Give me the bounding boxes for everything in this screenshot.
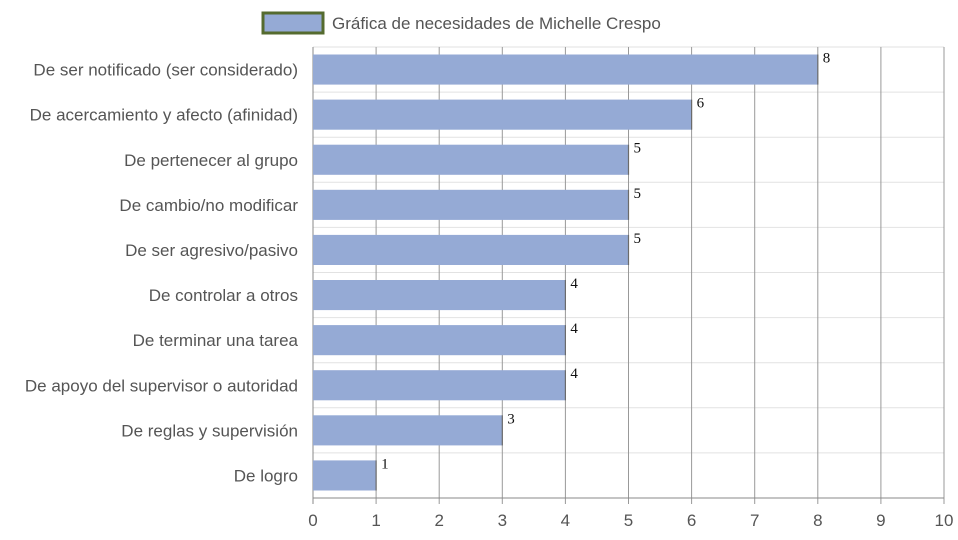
bar — [313, 325, 566, 356]
bar — [313, 280, 566, 311]
bar-value-label: 5 — [634, 186, 642, 202]
bar — [313, 189, 629, 220]
category-label: De terminar una tarea — [133, 331, 299, 350]
legend-swatch — [261, 11, 325, 35]
chart-legend: Gráfica de necesidades de Michelle Cresp… — [261, 11, 661, 35]
x-tick-label: 5 — [624, 511, 633, 530]
bar — [313, 370, 566, 401]
bar-value-label: 4 — [570, 276, 578, 292]
bar — [313, 54, 818, 85]
bar-value-label: 5 — [634, 231, 642, 247]
x-tick-label: 2 — [434, 511, 443, 530]
bar — [313, 460, 377, 491]
legend-label: Gráfica de necesidades de Michelle Cresp… — [332, 14, 661, 33]
category-label: De logro — [234, 466, 298, 485]
category-label: De apoyo del supervisor o autoridad — [25, 376, 298, 395]
bar — [313, 144, 629, 175]
x-tick-label: 3 — [498, 511, 507, 530]
category-label: De controlar a otros — [149, 286, 298, 305]
category-label: De ser notificado (ser considerado) — [33, 61, 298, 80]
x-tick-label: 8 — [813, 511, 822, 530]
x-tick-label: 10 — [935, 511, 954, 530]
x-tick-label: 6 — [687, 511, 696, 530]
bar — [313, 234, 629, 265]
x-tick-label: 1 — [371, 511, 380, 530]
x-tick-label: 4 — [561, 511, 570, 530]
category-label: De pertenecer al grupo — [124, 151, 298, 170]
bars — [313, 54, 819, 491]
x-tick-label: 9 — [876, 511, 885, 530]
category-label: De reglas y supervisión — [121, 421, 298, 440]
bar-value-label: 8 — [823, 51, 831, 67]
bar — [313, 99, 692, 130]
category-label: De ser agresivo/pasivo — [125, 241, 298, 260]
category-label: De acercamiento y afecto (afinidad) — [30, 106, 298, 125]
bar — [313, 415, 503, 446]
bar-value-label: 1 — [381, 456, 389, 472]
x-tick-label: 0 — [308, 511, 317, 530]
bar-value-label: 4 — [570, 366, 578, 382]
x-tick-label: 7 — [750, 511, 759, 530]
bar-value-label: 4 — [570, 321, 578, 337]
bar-value-label: 6 — [697, 96, 705, 112]
bar-value-label: 3 — [507, 411, 515, 427]
category-label: De cambio/no modificar — [119, 196, 298, 215]
labels: 0 1 2 3 4 5 6 7 8 9 10 De ser notificado (ser consi… — [25, 51, 954, 531]
bar-value-label: 5 — [634, 141, 642, 157]
